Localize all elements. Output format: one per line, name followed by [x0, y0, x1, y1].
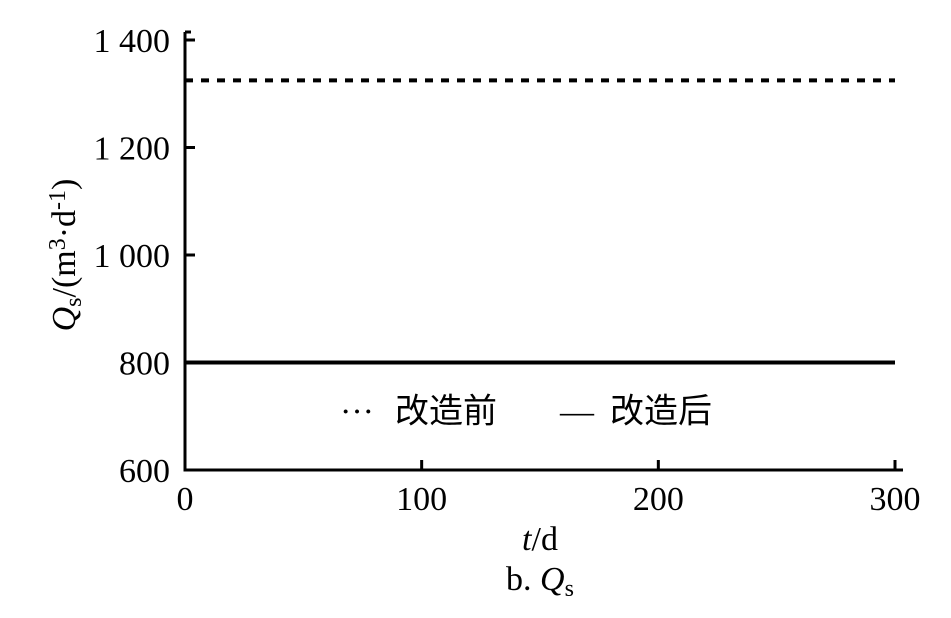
x-axis-title: t/d: [522, 521, 558, 558]
chart-container: 0 100 200 300 600 800 1 000 1 200 1 400 ··· 改造前 — 改造…: [0, 0, 951, 618]
axes: [185, 32, 903, 470]
legend-before-label: 改造前: [395, 392, 497, 430]
legend-after-label: 改造后: [610, 392, 712, 430]
x-tick-label: 0: [177, 481, 194, 518]
y-tick-label: 600: [119, 453, 170, 490]
y-tick-label: 1 200: [94, 131, 171, 168]
chart-svg: 0 100 200 300 600 800 1 000 1 200 1 400 ··· 改造前 — 改造…: [0, 0, 951, 618]
x-tick-label: 100: [396, 481, 447, 518]
y-tick-label: 1 000: [94, 238, 171, 275]
legend-solid-sample: —: [559, 393, 595, 430]
legend-dash-sample: ···: [340, 393, 374, 430]
y-tick-label: 800: [119, 346, 170, 383]
x-tick-label: 300: [870, 481, 921, 518]
y-axis-title: Qs/(m3·d-1): [45, 179, 87, 332]
x-tick-label: 200: [633, 481, 684, 518]
chart-caption: b. Qs: [506, 561, 574, 602]
y-tick-label: 1 400: [94, 23, 171, 60]
